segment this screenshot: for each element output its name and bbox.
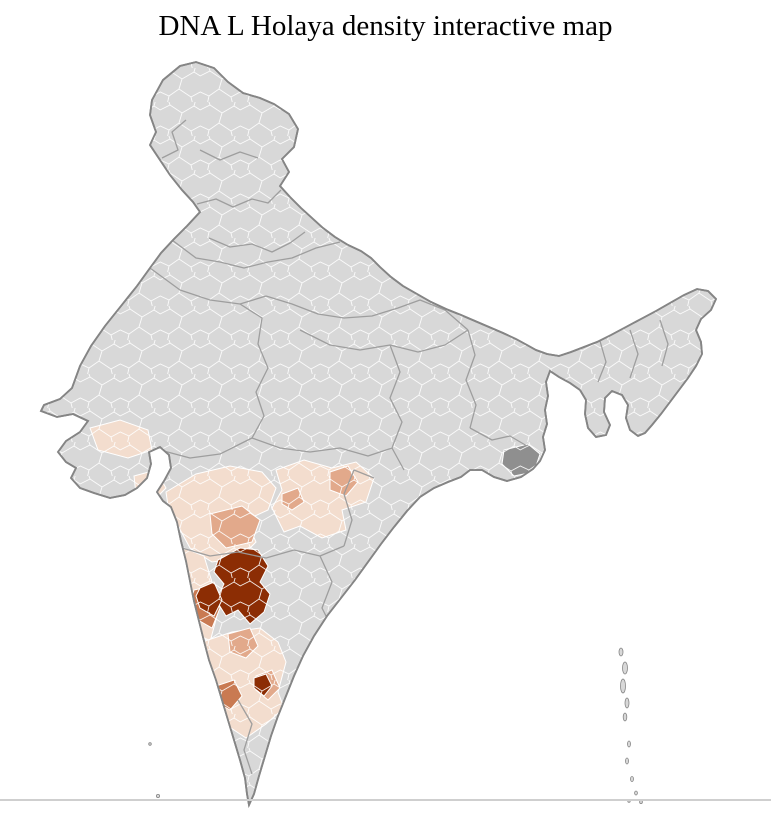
island[interactable] (627, 740, 631, 748)
state-borders (149, 119, 669, 775)
island[interactable] (148, 742, 152, 746)
island[interactable] (622, 661, 628, 675)
map-title: DNA L Holaya density interactive map (158, 10, 613, 42)
district-region[interactable] (197, 673, 217, 697)
bottom-divider (0, 799, 771, 801)
island[interactable] (622, 712, 628, 722)
island[interactable] (624, 697, 630, 709)
island[interactable] (634, 790, 638, 796)
island[interactable] (618, 647, 624, 657)
district-region[interactable] (291, 677, 325, 717)
island[interactable] (620, 678, 626, 694)
island[interactable] (155, 794, 160, 799)
island[interactable] (625, 757, 629, 765)
islands-layer (148, 647, 643, 805)
island[interactable] (630, 776, 634, 782)
